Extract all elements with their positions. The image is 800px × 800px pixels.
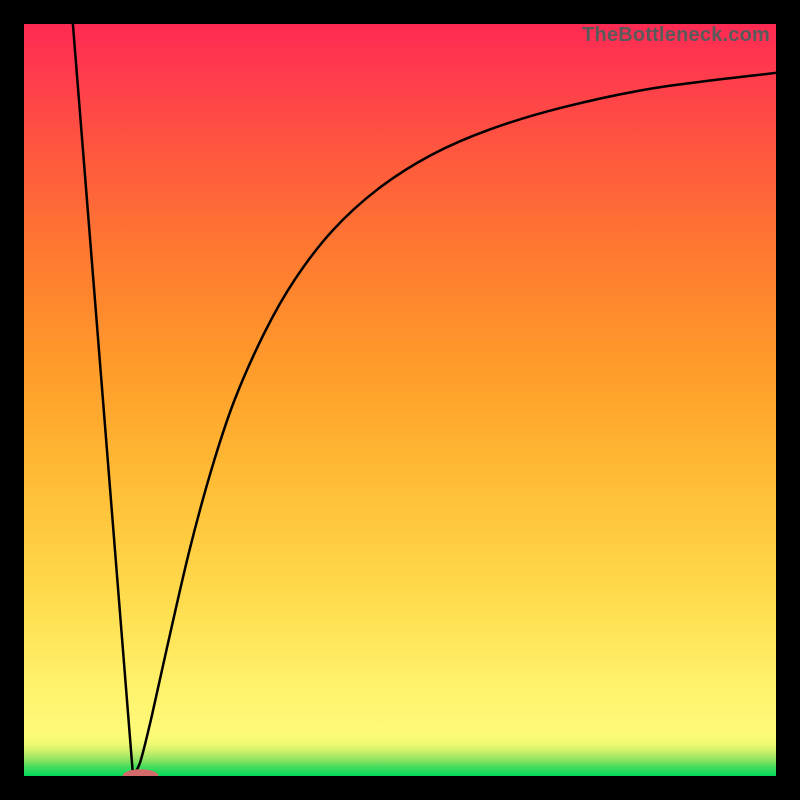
watermark-text: TheBottleneck.com (582, 24, 770, 47)
frame-border-left (0, 0, 24, 800)
plot-area: TheBottleneck.com (24, 24, 776, 776)
minimum-marker (123, 769, 159, 776)
bottleneck-curve (73, 24, 776, 776)
chart-curve-layer (24, 24, 776, 776)
frame-border-right (776, 0, 800, 800)
frame-border-top (0, 0, 800, 24)
chart-frame: TheBottleneck.com (0, 0, 800, 800)
frame-border-bottom (0, 776, 800, 800)
